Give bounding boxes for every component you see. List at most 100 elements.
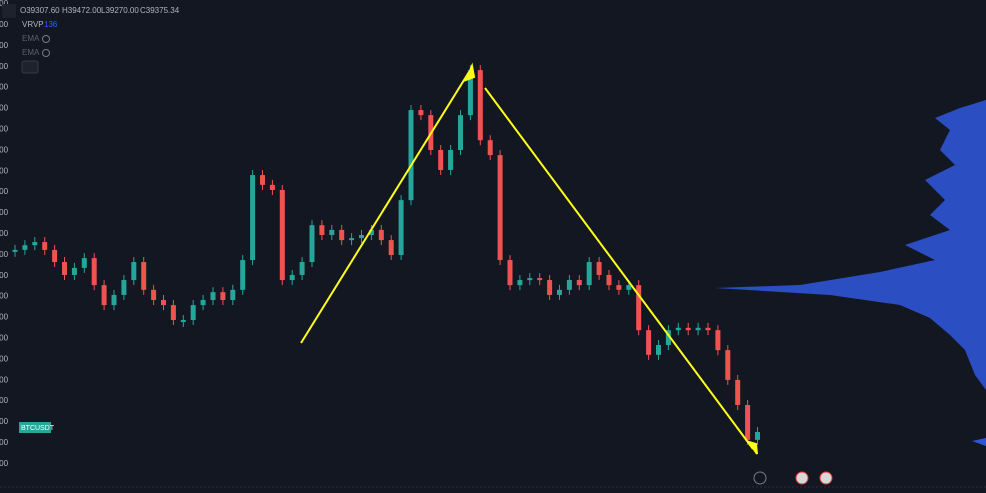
candle xyxy=(62,262,67,275)
candle xyxy=(309,225,315,263)
candle xyxy=(388,240,394,255)
arrow-head xyxy=(746,440,758,455)
candle xyxy=(279,189,285,281)
candle xyxy=(596,262,602,275)
candle xyxy=(616,285,622,290)
candle xyxy=(636,285,642,331)
candle xyxy=(250,175,256,261)
candle xyxy=(626,285,632,290)
candle xyxy=(81,258,87,268)
candle xyxy=(408,110,414,201)
candle xyxy=(319,225,325,235)
y-axis-label: 00.00 xyxy=(0,271,9,280)
candle xyxy=(398,200,404,255)
candle xyxy=(200,300,206,306)
ohlc-close: C39375.34 xyxy=(140,6,180,15)
candle xyxy=(359,235,364,239)
candle xyxy=(289,274,295,281)
arrow-down xyxy=(484,87,754,450)
y-axis-label: 00.00 xyxy=(0,354,9,363)
candle xyxy=(42,242,48,250)
candle xyxy=(260,175,265,185)
candle xyxy=(656,345,661,355)
y-axis-label: 00.00 xyxy=(0,250,9,259)
candle xyxy=(210,292,216,301)
ohlc-low: L39270.00 xyxy=(101,6,139,15)
indicator-name: VRVP xyxy=(22,20,44,29)
symbol-tag xyxy=(19,422,51,433)
candle xyxy=(557,289,562,295)
candle xyxy=(458,115,463,151)
y-axis-label: 00.00 xyxy=(0,396,9,405)
y-axis-label: 00.00 xyxy=(0,313,9,322)
candle xyxy=(705,327,711,331)
candle xyxy=(576,280,582,286)
candle xyxy=(566,280,572,290)
candle xyxy=(299,262,305,275)
y-axis-label: 00.00 xyxy=(0,41,9,50)
volume-profile xyxy=(972,438,986,446)
event-icon[interactable] xyxy=(753,471,767,485)
candle xyxy=(161,300,166,306)
y-axis-label: 00.00 xyxy=(0,438,9,447)
event-icon[interactable] xyxy=(795,471,809,485)
candle xyxy=(12,249,18,252)
y-axis-label: 00.00 xyxy=(0,417,9,426)
candle xyxy=(438,150,444,170)
candle xyxy=(685,327,691,331)
ohlc-high: H39472.00 xyxy=(62,6,102,15)
candle xyxy=(527,278,533,281)
candle xyxy=(269,184,275,190)
candle xyxy=(111,294,117,306)
y-axis-label: 00.00 xyxy=(0,187,9,196)
volume-profile xyxy=(715,100,986,390)
legend-toggle[interactable] xyxy=(21,60,39,74)
event-icon[interactable] xyxy=(819,471,833,485)
candle xyxy=(151,289,157,301)
candle xyxy=(121,280,127,295)
candle xyxy=(418,110,424,116)
hidden-icon[interactable] xyxy=(42,49,50,57)
candle xyxy=(646,330,652,355)
candle xyxy=(547,280,553,295)
candle xyxy=(71,267,77,275)
candle xyxy=(745,404,751,440)
candle xyxy=(131,262,137,281)
candle xyxy=(378,229,384,241)
y-axis-label: 00.00 xyxy=(0,375,9,384)
indicator-name[interactable]: EMA xyxy=(22,48,40,57)
y-axis-label: 00.00 xyxy=(0,208,9,217)
arrow-up xyxy=(300,71,470,344)
candle xyxy=(725,350,731,380)
collapse-button[interactable] xyxy=(2,4,16,18)
y-axis-label: 00.00 xyxy=(0,104,9,113)
candle xyxy=(52,249,58,263)
candle xyxy=(755,432,760,440)
candle xyxy=(487,140,493,156)
ohlc-open: O39307.60 xyxy=(20,6,60,15)
y-axis-label: 00.00 xyxy=(0,145,9,154)
indicator-name[interactable]: EMA xyxy=(22,34,40,43)
candle xyxy=(586,262,592,286)
candle xyxy=(240,260,246,290)
y-axis-label: 00.00 xyxy=(0,125,9,134)
candle xyxy=(141,262,147,290)
y-axis-label: 00.00 xyxy=(0,62,9,71)
candle xyxy=(715,330,721,351)
y-axis-label: 00.00 xyxy=(0,292,9,301)
candle xyxy=(477,70,483,141)
y-axis-label: 00.00 xyxy=(0,20,9,29)
candle xyxy=(665,330,671,346)
indicator-value: 136 xyxy=(44,20,58,29)
candle xyxy=(329,229,335,235)
candle xyxy=(170,305,176,320)
candle xyxy=(190,305,196,320)
y-axis-label: 00.00 xyxy=(0,229,9,238)
candle xyxy=(606,274,612,286)
hidden-icon[interactable] xyxy=(42,35,50,43)
candle xyxy=(32,242,38,246)
candle xyxy=(180,319,186,322)
y-axis-label: 00.00 xyxy=(0,459,9,468)
